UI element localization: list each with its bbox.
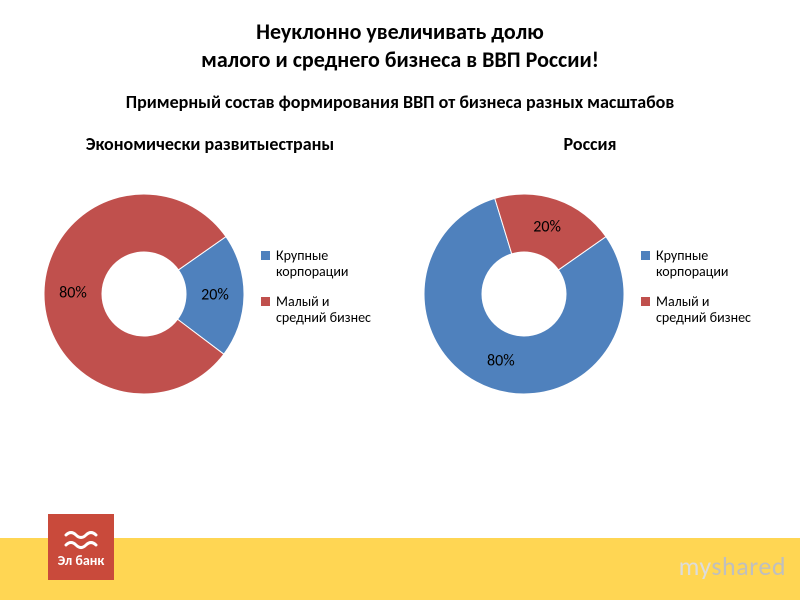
chart-russia-legend: Крупные корпорации Малый и средний бизнес	[641, 248, 761, 340]
slice-label-small: 80%	[59, 283, 87, 302]
legend-swatch	[641, 297, 650, 306]
logo-text: Эл банк	[58, 552, 105, 569]
chart-developed-legend: Крупные корпорации Малый и средний бизнес	[261, 248, 381, 340]
subtitle: Примерный состав формирования ВВП от биз…	[0, 91, 800, 113]
legend-item: Малый и средний бизнес	[641, 294, 761, 326]
chart-russia-donut: 80% 20%	[419, 189, 629, 399]
legend-item: Крупные корпорации	[261, 248, 381, 280]
main-title-line2: малого и среднего бизнеса в ВВП России!	[0, 46, 800, 74]
slice-label-large: 80%	[487, 352, 515, 371]
logo: Эл банк	[48, 514, 114, 580]
legend-swatch	[641, 251, 650, 260]
legend-label: Крупные корпорации	[656, 248, 761, 280]
slice-label-large: 20%	[201, 286, 229, 305]
watermark: myshared	[679, 550, 786, 582]
legend-swatch	[261, 251, 270, 260]
watermark-part1: my	[679, 550, 712, 582]
legend-swatch	[261, 297, 270, 306]
logo-wave-icon	[64, 526, 98, 550]
main-title-line1: Неуклонно увеличивать долю	[0, 18, 800, 46]
chart-russia-title: Россия	[563, 121, 616, 169]
chart-developed-title: Экономически развитыестраны	[86, 121, 334, 169]
chart-developed-body: 20% 80% Крупные корпорации Малый и средний…	[39, 189, 381, 399]
chart-developed: Экономически развитыестраны 20% 80% Крупн…	[25, 121, 395, 399]
chart-russia-body: 80% 20% Крупные корпорации Малый и средний…	[419, 189, 761, 399]
charts-row: Экономически развитыестраны 20% 80% Крупн…	[0, 121, 800, 399]
legend-item: Малый и средний бизнес	[261, 294, 381, 326]
legend-label: Малый и средний бизнес	[276, 294, 381, 326]
chart-russia: Россия 80% 20% Крупные корпорации Малый и …	[405, 121, 775, 399]
legend-item: Крупные корпорации	[641, 248, 761, 280]
slice-label-small: 20%	[533, 217, 561, 236]
legend-label: Крупные корпорации	[276, 248, 381, 280]
chart-developed-donut: 20% 80%	[39, 189, 249, 399]
legend-label: Малый и средний бизнес	[656, 294, 761, 326]
main-title: Неуклонно увеличивать долю малого и сред…	[0, 0, 800, 73]
watermark-part2: shared	[711, 550, 786, 582]
